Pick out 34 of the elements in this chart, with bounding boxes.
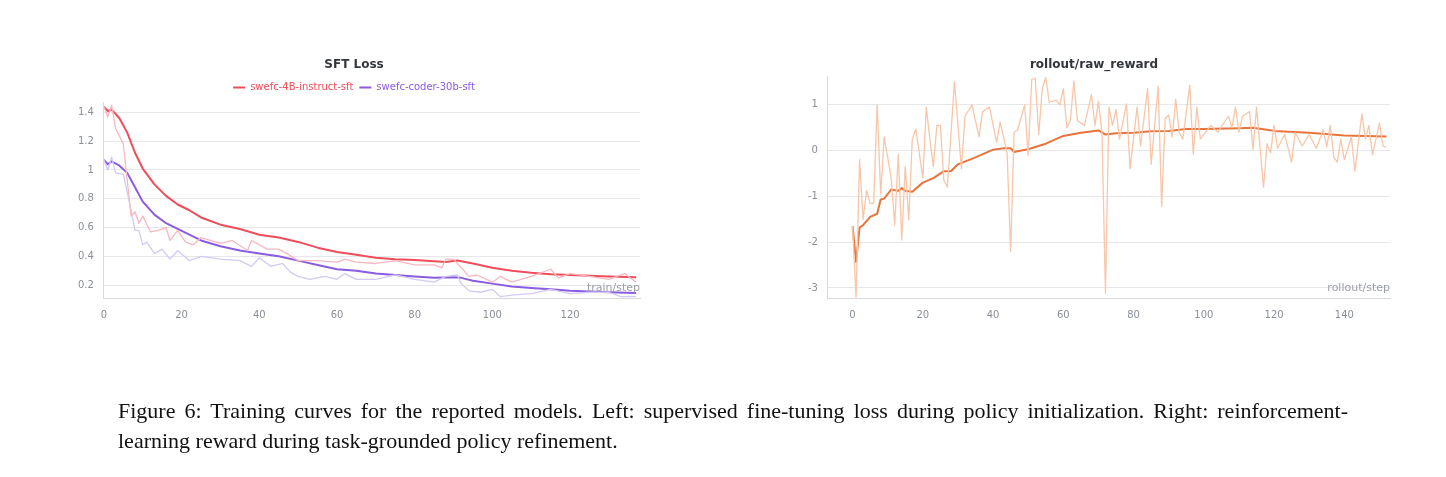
y-tick-label: 1: [87, 163, 94, 175]
x-tick-label: 100: [482, 308, 502, 320]
legend-label: swefc-coder-30b-sft: [376, 80, 475, 92]
x-tick-label: 20: [175, 308, 188, 320]
x-axis-title: train/step: [586, 281, 641, 295]
x-tick-label: 100: [1194, 308, 1214, 320]
y-tick-label: 0.2: [78, 278, 94, 290]
x-tick-label: 80: [408, 308, 422, 320]
y-tick-label: -1: [807, 189, 818, 201]
chart-title: rollout/raw_reward: [1029, 57, 1159, 73]
x-tick-label: 120: [1264, 308, 1284, 320]
y-tick-label: 0.8: [78, 192, 94, 204]
x-tick-label: 60: [330, 308, 344, 320]
x-tick-label: 20: [916, 308, 930, 320]
x-tick-label: 140: [1334, 308, 1354, 320]
y-tick-label: -3: [807, 281, 818, 293]
x-tick-label: 60: [1056, 308, 1070, 320]
y-tick-label: 0: [811, 144, 818, 156]
caption: Figure 6: Training curves for the reported models. Left: supervised fine-tuning loss during policy initialization. Right: reinforcement-learning reward during task-grounded policy refinement.: [118, 398, 1348, 453]
y-tick-label: 0.4: [78, 249, 94, 261]
y-tick-label: 1.4: [78, 106, 94, 118]
x-tick-label: 0: [100, 308, 108, 320]
y-tick-label: 1.2: [78, 134, 94, 146]
y-tick-label: -2: [807, 235, 818, 247]
x-tick-label: 80: [1127, 308, 1140, 320]
x-axis-title: rollout/step: [1327, 281, 1391, 295]
chart-title: SFT Loss: [324, 57, 384, 72]
x-tick-label: 120: [560, 308, 580, 320]
x-tick-label: 40: [986, 308, 1000, 320]
y-tick-label: 1: [811, 98, 818, 110]
y-tick-label: 0.6: [78, 221, 94, 233]
x-tick-label: 0: [849, 308, 856, 320]
x-tick-label: 40: [252, 308, 266, 320]
legend-label: swefc-4B-instruct-sft: [250, 80, 354, 92]
